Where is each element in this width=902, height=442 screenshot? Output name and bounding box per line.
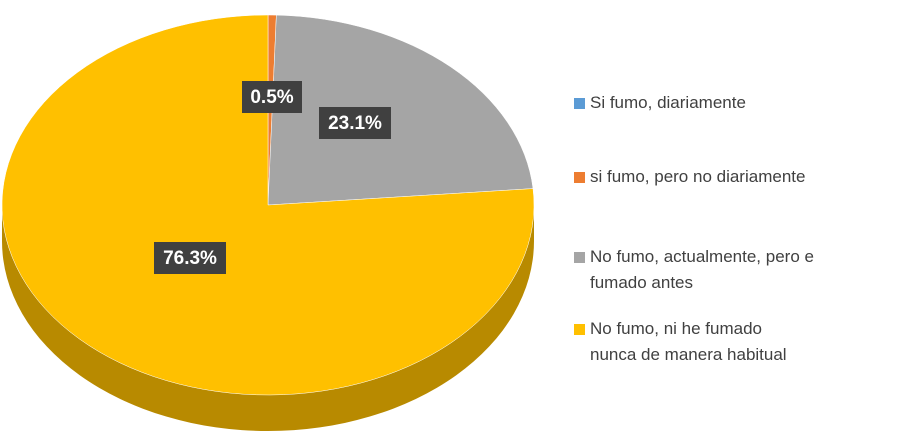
value-label-box — [242, 81, 302, 113]
legend-item: Si fumo, diariamente — [574, 90, 894, 116]
legend-swatch — [574, 324, 585, 335]
value-label-box — [154, 242, 226, 274]
slice — [1, 14, 535, 396]
legend: Si fumo, diariamente si fumo, pero no dia… — [574, 0, 900, 442]
legend-label: Si fumo, diariamente — [590, 93, 746, 112]
legend-item: No fumo, ni he fumado nunca de manera ha… — [574, 316, 894, 368]
legend-swatch — [574, 252, 585, 263]
legend-swatch — [574, 172, 585, 183]
legend-swatch — [574, 98, 585, 109]
value-label: 23.1% — [328, 113, 382, 134]
value-label: 0.5% — [250, 87, 293, 108]
legend-label: No fumo, ni he fumado nunca de manera ha… — [590, 319, 787, 364]
slice-side — [2, 205, 534, 431]
slice — [267, 14, 534, 206]
legend-label: No fumo, actualmente, pero e fumado ante… — [590, 247, 814, 292]
legend-label: si fumo, pero no diariamente — [590, 167, 806, 186]
value-label-box — [319, 107, 391, 139]
legend-item: No fumo, actualmente, pero e fumado ante… — [574, 244, 894, 296]
legend-item: si fumo, pero no diariamente — [574, 164, 894, 190]
value-label: 76.3% — [163, 248, 217, 269]
chart: 0.5% 23.1% 76.3% — [1, 14, 535, 431]
